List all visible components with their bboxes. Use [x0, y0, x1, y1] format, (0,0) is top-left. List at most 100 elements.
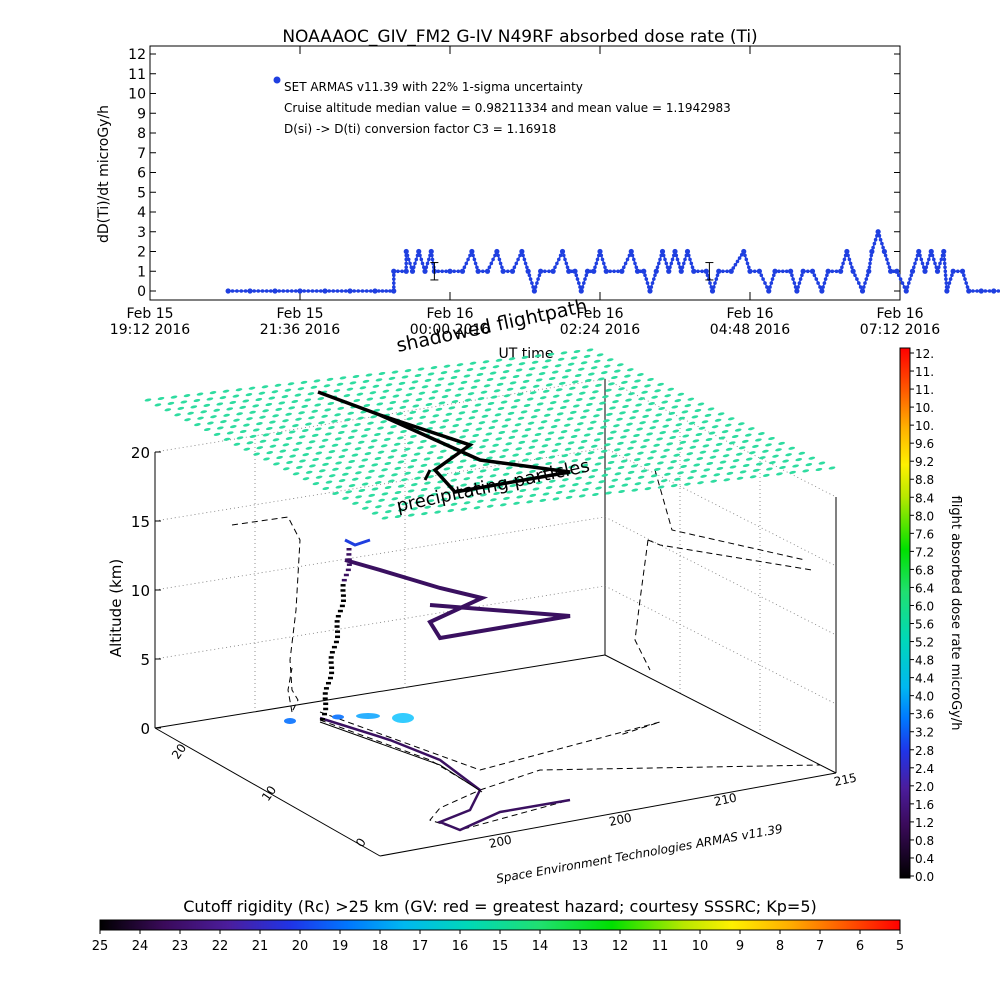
series-point	[721, 269, 725, 274]
series-point	[235, 289, 239, 293]
particle-mark	[364, 452, 372, 456]
series-point	[877, 233, 882, 238]
particle-mark	[415, 398, 423, 402]
particle-mark	[617, 441, 624, 445]
series-point	[372, 288, 378, 294]
particle-mark	[167, 401, 175, 405]
particle-mark	[343, 394, 351, 398]
particle-mark	[278, 425, 286, 429]
series-point	[872, 241, 877, 246]
series-point	[633, 261, 637, 266]
particle-mark	[467, 392, 475, 396]
particle-mark	[621, 380, 628, 384]
series-point	[991, 288, 997, 294]
particle-mark	[566, 417, 574, 421]
particle-mark	[390, 425, 397, 429]
series-point	[352, 289, 357, 293]
particle-mark	[499, 376, 507, 380]
particle-mark	[693, 463, 701, 467]
particle-mark	[561, 375, 569, 379]
particle-mark	[568, 489, 576, 493]
particle-mark	[609, 406, 616, 410]
particle-mark	[377, 426, 384, 430]
particle-mark	[183, 394, 191, 398]
series-point	[678, 265, 682, 270]
particle-mark	[509, 459, 516, 464]
series-point	[947, 281, 952, 285]
particle-mark	[355, 471, 362, 475]
series-point	[781, 269, 785, 274]
particle-mark	[437, 480, 444, 484]
particle-mark	[492, 443, 499, 447]
particle-mark	[509, 381, 517, 385]
particle-mark	[287, 382, 295, 386]
particle-mark	[649, 426, 657, 430]
particle-mark	[292, 424, 299, 428]
y-tick-label: 0	[137, 284, 146, 300]
particle-mark	[748, 451, 756, 455]
particle-mark	[744, 433, 752, 437]
particle-mark	[339, 376, 347, 380]
particle-mark	[291, 399, 299, 404]
particle-mark	[522, 482, 530, 486]
y-tick-label: 3	[137, 225, 146, 241]
particle-mark	[348, 484, 356, 488]
particle-mark	[591, 468, 599, 472]
particle-mark	[442, 419, 450, 423]
series-point	[922, 265, 926, 270]
particle-mark	[690, 469, 697, 473]
series-point	[403, 268, 409, 274]
particle-mark	[220, 420, 227, 424]
particle-mark	[555, 490, 563, 495]
climb-dot	[329, 671, 335, 675]
particle-mark	[480, 493, 487, 497]
y-axis-label: dD(Ti)/dt microGy/h	[96, 105, 112, 243]
series-point	[422, 268, 428, 274]
series-point	[800, 273, 804, 278]
particle-mark	[663, 448, 670, 452]
particle-mark	[265, 402, 273, 407]
particle-mark	[828, 466, 836, 470]
particle-mark	[229, 400, 237, 405]
particle-mark	[710, 479, 718, 483]
particle-mark	[437, 504, 445, 508]
particle-mark	[664, 472, 671, 476]
particle-mark	[530, 415, 538, 419]
particle-mark	[282, 467, 290, 471]
series-point	[364, 289, 369, 293]
particle-mark	[398, 381, 406, 385]
particle-mark	[521, 434, 529, 438]
x-axis-label: UT time	[499, 346, 554, 362]
particle-mark	[468, 416, 476, 420]
particle-mark	[321, 414, 328, 418]
series-point	[928, 248, 934, 255]
dose-colorbar-tick-label: 10.	[915, 401, 934, 415]
series-point	[653, 273, 657, 278]
series-point	[472, 257, 477, 262]
particle-mark	[587, 372, 595, 376]
series-point	[684, 248, 691, 255]
particle-mark	[374, 432, 381, 437]
climb-dot	[328, 656, 334, 659]
series-point	[905, 285, 910, 289]
series-point	[759, 273, 764, 278]
series-point	[798, 277, 803, 281]
dose-colorbar-tick-label: 2.4	[915, 762, 934, 776]
series-point	[471, 253, 475, 258]
dose-colorbar-tick-label: 3.6	[915, 708, 934, 722]
series-point	[404, 257, 409, 262]
particle-mark	[246, 417, 253, 421]
particle-mark	[281, 395, 289, 399]
particle-mark	[401, 478, 408, 482]
particle-mark	[570, 434, 578, 439]
series-point	[427, 257, 431, 262]
series-point	[462, 265, 467, 270]
x-tick-label-time: 04:48 2016	[710, 322, 791, 338]
series-point	[247, 288, 253, 294]
particle-mark	[618, 489, 625, 494]
particle-mark	[529, 493, 537, 497]
particle-mark	[818, 461, 826, 465]
series-point	[966, 288, 972, 294]
particle-mark	[368, 469, 375, 473]
particle-mark	[352, 374, 360, 379]
